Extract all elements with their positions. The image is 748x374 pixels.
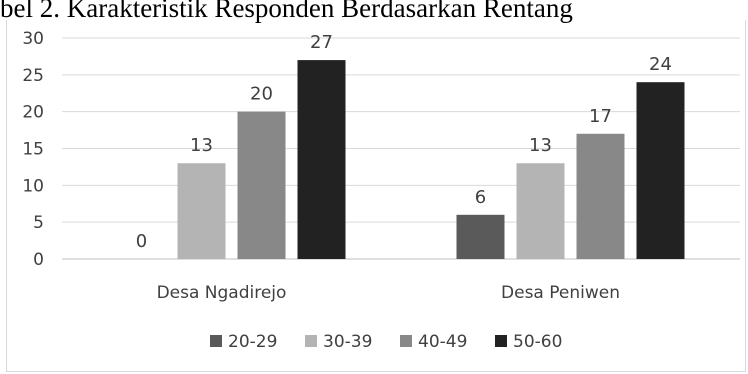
data-label: 13 [529,135,552,156]
data-label: 27 [310,32,333,53]
legend: 20-29 30-39 40-49 50-60 [210,332,562,352]
data-label: 17 [589,106,612,127]
data-label: 24 [649,54,672,75]
data-labels: 0 13 20 27 6 13 17 24 [136,32,672,252]
bar-40-49-0 [237,111,286,260]
y-tick-label: 30 [22,29,44,49]
y-tick-label: 15 [22,140,44,160]
category-label: Desa Peniwen [501,283,620,303]
bar-30-39-0 [177,163,226,259]
legend-label: 30-39 [323,332,372,352]
legend-swatch [495,335,507,347]
category-label: Desa Ngadirejo [157,283,287,303]
data-label: 13 [190,135,213,156]
gridlines [62,37,740,260]
legend-label: 50-60 [513,332,562,352]
bars [177,60,685,260]
y-tick-label: 25 [22,66,44,86]
legend-swatch [305,335,317,347]
bar-50-60-1 [636,82,685,259]
y-tick-label: 5 [33,213,44,233]
y-tick-label: 0 [33,250,44,270]
bar-40-49-1 [576,133,625,259]
chart-caption: bel 2. Karakteristik Responden Berdasark… [0,0,573,23]
data-label: 0 [136,231,147,252]
y-tick-label: 20 [22,103,44,123]
legend-swatch [210,335,222,347]
y-axis-ticks: 0 5 10 15 20 25 30 [22,29,44,270]
data-label: 6 [475,187,486,208]
chart-frame [6,20,746,372]
category-labels: Desa Ngadirejo Desa Peniwen [157,283,620,303]
bar-50-60-0 [297,60,346,259]
bar-20-29-1 [456,214,505,259]
legend-label: 40-49 [418,332,467,352]
legend-label: 20-29 [228,332,277,352]
bar-30-39-1 [516,163,565,259]
y-tick-label: 10 [22,176,44,196]
data-label: 20 [250,84,273,105]
legend-swatch [400,335,412,347]
